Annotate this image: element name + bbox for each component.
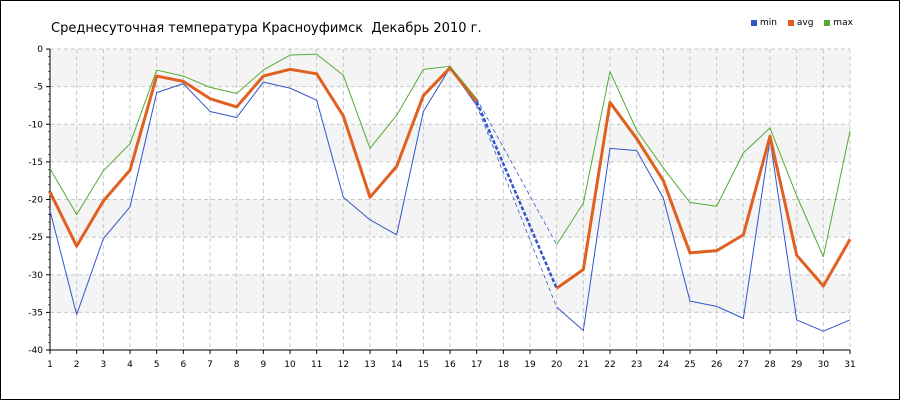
x-tick-label: 2 [74, 360, 80, 370]
y-tick-label: -10 [28, 120, 43, 130]
y-tick-label: -5 [34, 83, 43, 93]
plot-series [48, 53, 852, 332]
legend-item-max: max [824, 18, 853, 29]
x-tick-label: 17 [471, 360, 482, 370]
x-tick-label: 31 [844, 360, 855, 370]
x-tick-label: 8 [234, 360, 240, 370]
x-tick-label: 12 [338, 360, 349, 370]
y-tick-label: -25 [28, 233, 43, 243]
x-tick-label: 9 [260, 360, 266, 370]
x-tick-label: 1 [47, 360, 53, 370]
x-tick-label: 4 [127, 360, 133, 370]
x-tick-label: 5 [154, 360, 160, 370]
y-tick-label: -35 [28, 308, 43, 318]
x-tick-label: 6 [180, 360, 186, 370]
legend-label-max: max [833, 18, 853, 28]
series-line-max [49, 53, 851, 258]
x-tick-label: 24 [658, 360, 670, 370]
y-tick-label: 0 [37, 45, 43, 55]
x-tick-label: 29 [791, 360, 803, 370]
legend-item-avg: avg [787, 18, 814, 29]
x-tick-label: 18 [498, 360, 510, 370]
legend-swatch-max [824, 20, 831, 26]
plot-ticks: 0-5-10-15-20-25-30-35-401 2 3 4 5 6 7 8 9 10 11 12 1… [28, 45, 855, 370]
x-tick-label: 3 [100, 360, 106, 370]
chart-title: Среднесуточная температура Красноуфимск … [51, 21, 482, 36]
legend-swatch-min [751, 20, 757, 26]
x-tick-label: 13 [364, 360, 375, 370]
x-tick-label: 22 [604, 360, 615, 370]
x-tick-label: 14 [391, 360, 403, 370]
y-tick-label: -30 [28, 271, 43, 281]
chart-legend: min avg max [751, 18, 861, 29]
x-tick-label: 15 [418, 360, 429, 370]
x-tick-label: 30 [818, 360, 830, 370]
legend-swatch-avg [787, 20, 794, 26]
x-tick-label: 21 [578, 360, 589, 370]
series-line-avg [48, 66, 852, 290]
series-line-min [49, 67, 851, 332]
legend-label-min: min [760, 18, 777, 28]
y-tick-label: -15 [28, 158, 43, 168]
gap-bridge-min [476, 105, 558, 308]
y-tick-label: -40 [28, 346, 43, 356]
gap-bridge-avg [475, 101, 558, 289]
x-tick-label: 16 [444, 360, 456, 370]
x-tick-label: 23 [631, 360, 642, 370]
y-tick-label: -20 [28, 196, 43, 206]
x-tick-label: 25 [684, 360, 695, 370]
x-tick-label: 7 [207, 360, 213, 370]
x-tick-label: 27 [738, 360, 749, 370]
x-tick-label: 19 [524, 360, 536, 370]
x-tick-label: 26 [711, 360, 723, 370]
x-tick-label: 11 [311, 360, 322, 370]
legend-item-min: min [751, 18, 777, 29]
legend-label-avg: avg [796, 18, 814, 28]
x-tick-label: 28 [764, 360, 776, 370]
x-tick-label: 20 [551, 360, 563, 370]
x-tick-label: 10 [284, 360, 296, 370]
